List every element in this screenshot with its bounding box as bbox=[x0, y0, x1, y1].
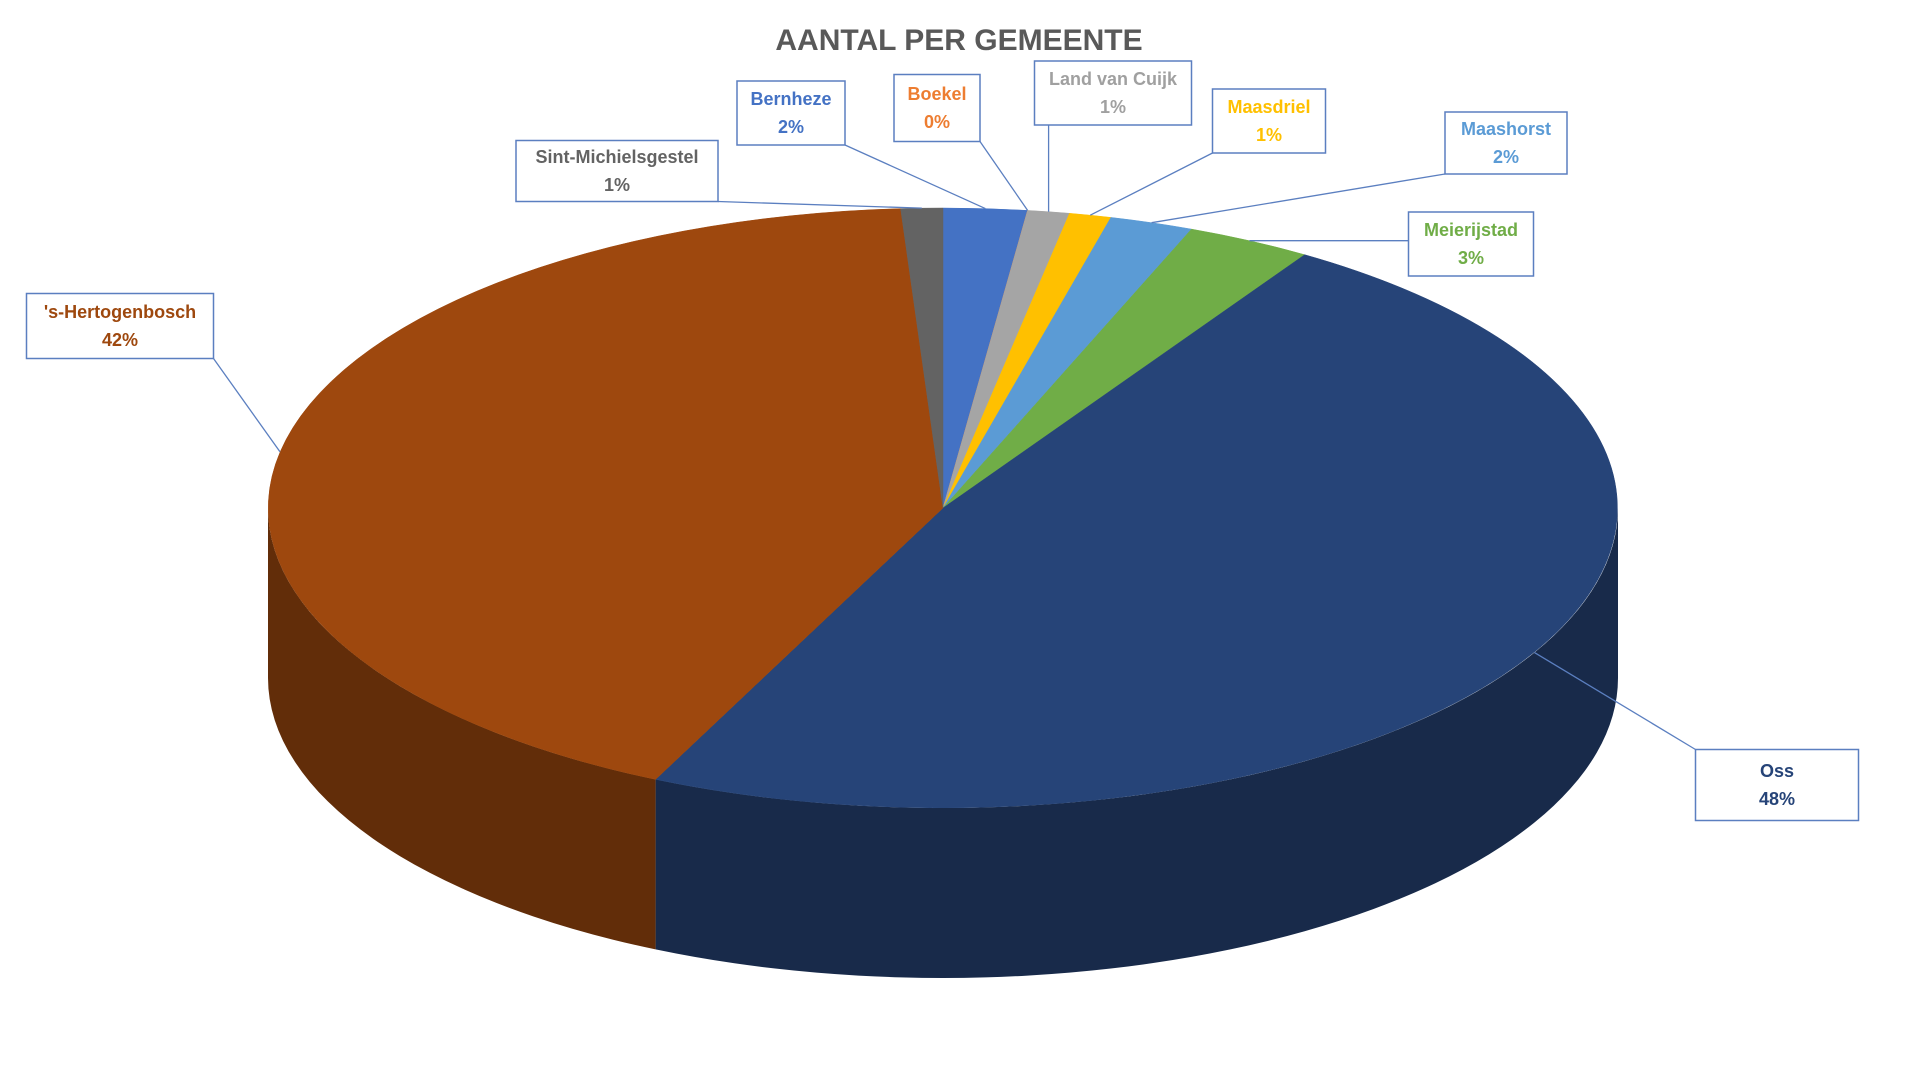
label-box bbox=[1444, 111, 1568, 175]
label-name: Boekel bbox=[907, 84, 966, 104]
label-value: 0% bbox=[924, 112, 950, 132]
leader-line bbox=[1534, 651, 1696, 751]
label-value: 1% bbox=[1100, 97, 1126, 117]
label-box bbox=[736, 80, 846, 146]
pie-side bbox=[268, 508, 656, 950]
pie-slice bbox=[268, 208, 944, 780]
label-value: 2% bbox=[778, 117, 804, 137]
label-name: Maashorst bbox=[1461, 119, 1551, 139]
label-value: 42% bbox=[102, 330, 138, 350]
pie-side bbox=[655, 508, 1618, 978]
label-box bbox=[1211, 88, 1327, 154]
label-value: 1% bbox=[604, 175, 630, 195]
label-name: 's-Hertogenbosch bbox=[44, 302, 196, 322]
leader-line bbox=[1089, 152, 1213, 216]
label-name: Meierijstad bbox=[1424, 220, 1518, 240]
leader-line bbox=[1151, 173, 1446, 224]
leader-line bbox=[844, 144, 986, 210]
leader-line bbox=[979, 141, 1029, 211]
label-box bbox=[25, 292, 215, 360]
label-name: Land van Cuijk bbox=[1049, 69, 1178, 89]
leader-line bbox=[717, 200, 922, 209]
label-value: 3% bbox=[1458, 248, 1484, 268]
label-name: Bernheze bbox=[750, 89, 831, 109]
label-box bbox=[1033, 60, 1193, 126]
label-value: 2% bbox=[1493, 147, 1519, 167]
label-name: Oss bbox=[1760, 761, 1794, 781]
label-value: 1% bbox=[1256, 125, 1282, 145]
label-box bbox=[893, 73, 981, 143]
label-box bbox=[1694, 748, 1860, 822]
pie-slice bbox=[655, 254, 1618, 809]
label-name: Sint-Michielsgestel bbox=[535, 147, 698, 167]
chart-title: AANTAL PER GEMEENTE bbox=[775, 24, 1142, 57]
label-box bbox=[515, 139, 719, 203]
leader-line bbox=[212, 358, 281, 453]
label-name: Maasdriel bbox=[1227, 97, 1310, 117]
label-value: 48% bbox=[1759, 789, 1795, 809]
label-box bbox=[1407, 211, 1535, 277]
